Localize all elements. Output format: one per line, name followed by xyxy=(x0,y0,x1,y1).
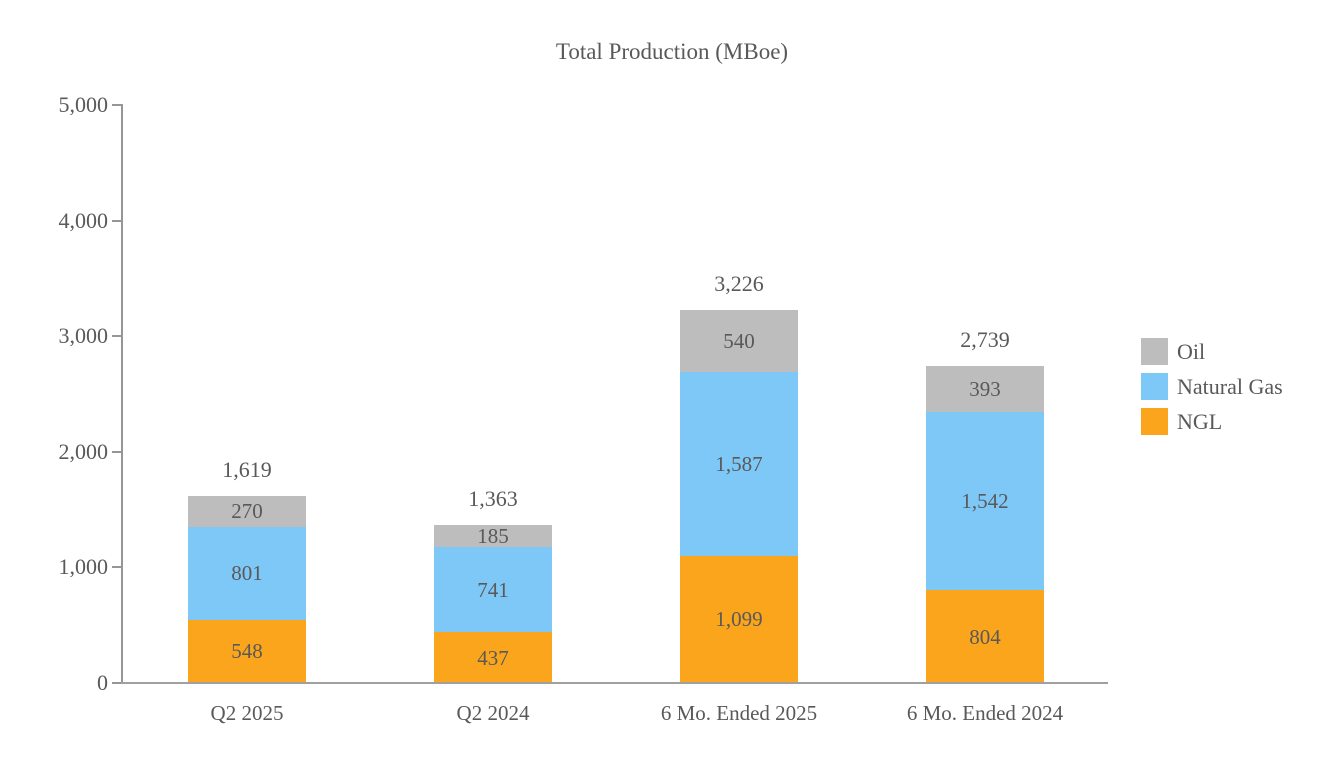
y-axis-tick xyxy=(112,682,121,684)
bar-segment-value-label: 185 xyxy=(477,524,509,549)
y-axis-tick xyxy=(112,219,121,222)
x-axis-category-label: 6 Mo. Ended 2025 xyxy=(660,701,818,725)
y-axis-tick-label: 4,000 xyxy=(58,207,109,233)
bar-total-label: 2,739 xyxy=(960,327,1010,353)
bar-segment-value-label: 1,587 xyxy=(715,452,763,477)
y-axis-tick-label: 3,000 xyxy=(58,323,109,349)
bar-segment-oil xyxy=(188,495,306,528)
x-axis-category-label: Q2 2024 xyxy=(456,701,530,725)
bar-segment-value-label: 393 xyxy=(969,377,1001,402)
bar-total-label: 1,619 xyxy=(222,456,272,482)
legend-label: Natural Gas xyxy=(1177,374,1283,399)
legend-swatch-oil xyxy=(1141,338,1168,365)
x-axis-category-label: 6 Mo. Ended 2024 xyxy=(906,701,1064,725)
bar-segment-natural-gas xyxy=(434,546,552,633)
bar-segment-ngl xyxy=(434,632,552,683)
chart-title: Total Production (MBoe) xyxy=(555,39,789,64)
bar-total-label: 1,363 xyxy=(468,486,518,512)
bar-segment-natural-gas xyxy=(926,411,1044,591)
x-axis-line xyxy=(121,682,1108,684)
y-axis-tick-label: 0 xyxy=(97,670,108,695)
y-axis-spine xyxy=(121,104,123,684)
bar-segment-natural-gas xyxy=(188,527,306,620)
y-axis-tick-label: 5,000 xyxy=(58,92,109,117)
bar-segment-value-label: 801 xyxy=(231,561,263,586)
bar-segment-value-label: 1,099 xyxy=(715,607,763,632)
y-axis-tick xyxy=(112,104,121,106)
bar-segment-value-label: 437 xyxy=(477,645,509,670)
bar-segment-oil xyxy=(434,525,552,547)
bar-segment-value-label: 270 xyxy=(231,499,263,524)
bar-segment-value-label: 1,542 xyxy=(961,488,1009,513)
y-axis-tick-label: 2,000 xyxy=(58,438,109,464)
x-axis-category-label: Q2 2025 xyxy=(210,701,284,725)
bar-segment-natural-gas xyxy=(680,372,798,556)
bar-segment-value-label: 804 xyxy=(969,624,1001,649)
bar-segment-oil xyxy=(926,366,1044,412)
legend-label: NGL xyxy=(1177,409,1223,434)
legend-swatch-natural-gas xyxy=(1141,373,1168,400)
bar-segment-ngl xyxy=(680,555,798,683)
y-axis-tick xyxy=(112,335,121,338)
bar-segment-value-label: 741 xyxy=(477,577,509,602)
bar-segment-ngl xyxy=(926,590,1044,683)
legend-swatch-ngl xyxy=(1141,408,1168,435)
bar-segment-oil xyxy=(680,310,798,373)
y-axis-tick xyxy=(112,450,121,453)
bar-segment-value-label: 548 xyxy=(231,639,263,664)
bar-segment-value-label: 540 xyxy=(723,329,755,354)
y-axis-tick-label: 1,000 xyxy=(58,554,109,580)
legend-label: Oil xyxy=(1177,339,1206,364)
y-axis-tick xyxy=(112,566,121,569)
bar-segment-ngl xyxy=(188,619,306,683)
bar-total-label: 3,226 xyxy=(714,271,764,297)
